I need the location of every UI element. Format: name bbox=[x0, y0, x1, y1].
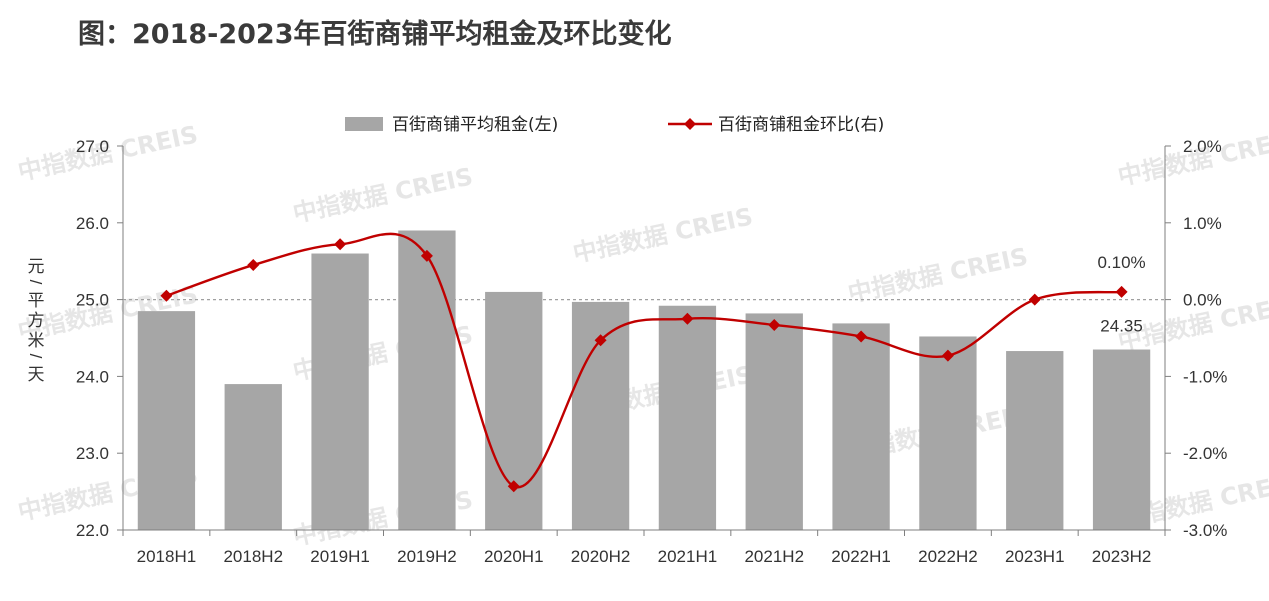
x-tick-label: 2022H1 bbox=[831, 547, 891, 566]
legend-swatch-marker bbox=[684, 118, 696, 130]
left-tick-label: 26.0 bbox=[76, 214, 109, 233]
line-point-marker bbox=[594, 334, 607, 347]
legend-label-bar: 百街商铺平均租金(左) bbox=[392, 115, 558, 135]
chart-title: 图：2018-2023年百街商铺平均租金及环比变化 bbox=[78, 19, 672, 50]
left-axis-title-char: 元 bbox=[28, 257, 45, 276]
line-point-marker bbox=[160, 289, 173, 302]
x-tick-label: 2023H1 bbox=[1005, 547, 1065, 566]
right-tick-label: 1.0% bbox=[1183, 214, 1222, 233]
left-y-axis: 22.0 23.0 24.0 25.0 26.0 27.0 元 / 平方米 / 天 bbox=[26, 137, 124, 540]
line-series bbox=[160, 232, 1128, 493]
right-tick-label: 0.0% bbox=[1183, 291, 1222, 310]
right-tick-label: -1.0% bbox=[1183, 367, 1227, 386]
line-point-marker bbox=[941, 349, 954, 362]
bar bbox=[311, 253, 369, 530]
line-point-marker bbox=[247, 259, 260, 272]
bar bbox=[832, 323, 890, 530]
left-axis-title-char: 天 bbox=[28, 365, 45, 384]
x-tick-label: 2022H2 bbox=[918, 547, 978, 566]
right-tick-label: 2.0% bbox=[1183, 137, 1222, 156]
x-tick-label: 2020H1 bbox=[484, 547, 544, 566]
left-tick-label: 24.0 bbox=[76, 367, 109, 386]
x-axis: 2018H1 2018H2 2019H1 2019H2 2020H1 2020H2 2021… bbox=[122, 529, 1166, 566]
bar bbox=[1092, 349, 1151, 530]
x-tick-label: 2019H2 bbox=[397, 547, 457, 566]
watermark-text: 中指数据 CREIS bbox=[290, 162, 475, 227]
bar bbox=[224, 384, 282, 530]
right-tick-label: -2.0% bbox=[1183, 444, 1227, 463]
left-axis-title-char: 米 bbox=[28, 331, 45, 350]
x-tick-label: 2023H2 bbox=[1092, 547, 1152, 566]
bar bbox=[398, 230, 456, 531]
right-y-axis: -3.0% -2.0% -1.0% 0.0% 1.0% 2.0% bbox=[1164, 137, 1227, 540]
bar bbox=[485, 291, 543, 530]
x-tick-label: 2018H1 bbox=[137, 547, 197, 566]
bar bbox=[1006, 351, 1064, 530]
left-axis-title-char: 方 bbox=[28, 311, 45, 330]
legend: 百街商铺平均租金(左) 百街商铺租金环比(右) bbox=[345, 115, 884, 135]
legend-label-line: 百街商铺租金环比(右) bbox=[718, 115, 884, 135]
line-point-marker bbox=[855, 330, 868, 343]
left-axis-title: 元 / 平方米 / 天 bbox=[26, 257, 45, 384]
bar bbox=[137, 311, 196, 530]
watermark-text: 中指数据 CREIS bbox=[570, 202, 755, 267]
line-point-marker bbox=[768, 318, 781, 331]
legend-swatch-bar bbox=[345, 117, 383, 131]
watermarks: 中指数据 CREIS 中指数据 CREIS 中指数据 CREIS 中指数据 CREIS… bbox=[15, 120, 1269, 550]
line-point-marker bbox=[1115, 285, 1128, 298]
bar bbox=[745, 313, 803, 530]
bar-series bbox=[137, 230, 1151, 531]
x-tick-label: 2020H2 bbox=[571, 547, 631, 566]
left-tick-label: 27.0 bbox=[76, 137, 109, 156]
left-tick-label: 22.0 bbox=[76, 521, 109, 540]
left-axis-title-char: / bbox=[26, 280, 45, 285]
bar bbox=[919, 336, 977, 530]
annotations: 24.35 0.10% bbox=[1097, 253, 1145, 336]
line-point-marker bbox=[420, 249, 433, 262]
right-tick-label: -3.0% bbox=[1183, 521, 1227, 540]
x-tick-label: 2021H1 bbox=[658, 547, 718, 566]
watermark-text: 中指数据 CREIS bbox=[1115, 125, 1269, 190]
left-tick-label: 25.0 bbox=[76, 291, 109, 310]
x-tick-label: 2019H1 bbox=[310, 547, 370, 566]
x-tick-label: 2021H2 bbox=[744, 547, 804, 566]
left-axis-title-char: / bbox=[26, 354, 45, 359]
bar-data-label: 24.35 bbox=[1100, 317, 1143, 336]
line-point-marker bbox=[681, 312, 694, 325]
line-point-marker bbox=[334, 238, 347, 251]
line-point-marker bbox=[1028, 293, 1041, 306]
left-tick-label: 23.0 bbox=[76, 444, 109, 463]
line-data-label: 0.10% bbox=[1097, 253, 1145, 272]
line-point-marker bbox=[507, 480, 520, 493]
x-tick-label: 2018H2 bbox=[223, 547, 283, 566]
watermark-text: 中指数据 CREIS bbox=[845, 242, 1030, 307]
left-axis-title-char: 平 bbox=[28, 291, 45, 310]
bar bbox=[658, 305, 717, 530]
